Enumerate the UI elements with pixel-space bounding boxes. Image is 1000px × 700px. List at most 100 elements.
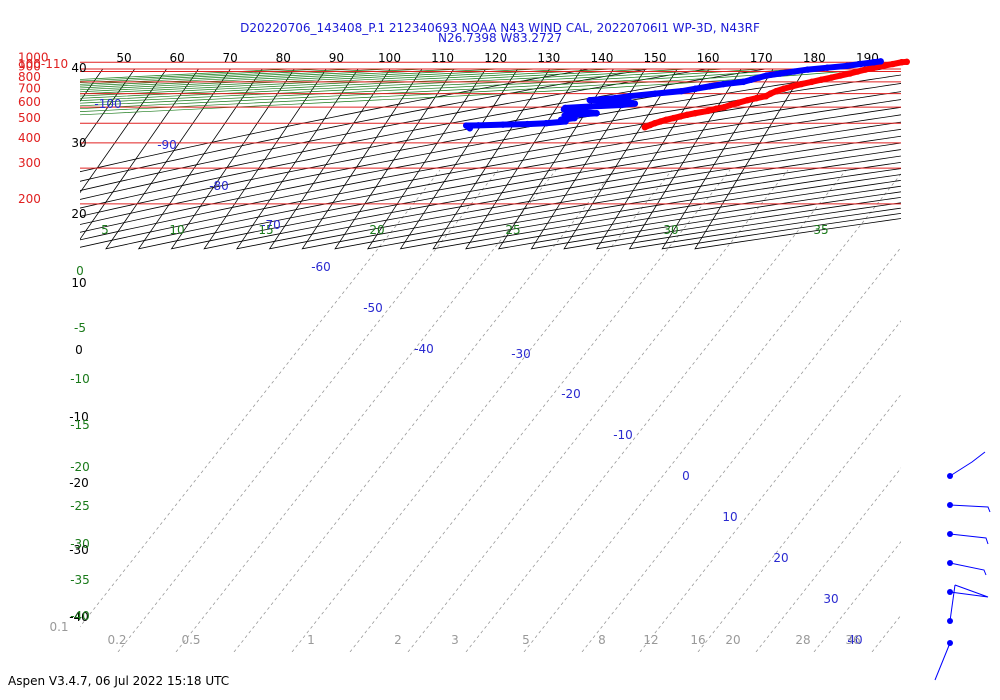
wind-barb-staff (949, 584, 989, 598)
theta-left-label: -30 (69, 543, 89, 557)
dry-adiabat (236, 69, 901, 250)
mixing-ratio-label: 3 (451, 633, 459, 647)
pressure-label: 800 (18, 70, 41, 84)
isotherm-label: 30 (823, 592, 838, 606)
mixing-ratio-line (80, 169, 441, 628)
isotherm-label: -70 (261, 218, 281, 232)
theta-top-label: 110 (431, 51, 454, 65)
isotherm-label: -100 (94, 97, 121, 111)
pressure-label: 400 (18, 131, 41, 145)
mixing-ratio-line (407, 169, 789, 652)
moist-left-label: -25 (70, 499, 90, 513)
dry-adiabat (268, 69, 901, 250)
theta-left-label: 30 (71, 136, 86, 150)
dry-adiabat (366, 69, 901, 250)
dewpoint-segment (626, 90, 659, 100)
mixing-ratio-label: 16 (690, 633, 705, 647)
dewpoint-segment (824, 62, 850, 71)
mixing-ratio-line (349, 169, 731, 652)
isotherm-line (922, 58, 931, 69)
mixing-ratio-line (117, 169, 499, 652)
mixing-ratio-label: 20 (725, 633, 740, 647)
dry-adiabat (80, 69, 901, 241)
dry-adiabat (465, 69, 901, 250)
dewpoint-segment (587, 102, 625, 110)
dry-adiabat (170, 69, 901, 250)
mixing-ratio-line (175, 169, 557, 652)
dry-adiabat (105, 69, 901, 250)
isotherm-label: -50 (363, 301, 383, 315)
dewpoint-segment (562, 103, 594, 111)
footer-text: Aspen V3.4.7, 06 Jul 2022 15:18 UTC (8, 674, 230, 688)
mixing-ratio-line (291, 169, 673, 652)
dewpoint-segment (499, 121, 531, 128)
isotherm-label: -60 (311, 260, 331, 274)
mixing-ratio-line (755, 467, 901, 652)
mixing-ratio-line (871, 614, 901, 652)
theta-top-label: 100 (378, 51, 401, 65)
dewpoint-segment (524, 120, 550, 128)
wind-barb-staff (949, 562, 987, 576)
dewpoint-segment (565, 107, 600, 117)
isotherm-label: -20 (561, 387, 581, 401)
moist-left-label: 0 (76, 264, 84, 278)
dewpoint-segment (871, 58, 884, 66)
theta-top-label: 130 (537, 51, 560, 65)
pressure-label: 300 (18, 156, 41, 170)
theta-left-label: -20 (69, 476, 89, 490)
moist-left-label: -30 (70, 537, 90, 551)
dewpoint-trace (463, 58, 884, 132)
pressure-label: 100-110 (18, 57, 68, 71)
plot-area (80, 58, 1000, 652)
mixing-ratio-line (581, 246, 901, 652)
theta-top-label: 150 (644, 51, 667, 65)
mixing-ratio-label: 0.1 (49, 620, 68, 634)
mixing-ratio-label: 0.5 (181, 633, 200, 647)
wind-barbs (934, 451, 991, 681)
theta-left-label: 20 (71, 207, 86, 221)
isotherm-line (982, 58, 991, 69)
mixing-ratio-line (233, 169, 615, 652)
moist-label: 5 (101, 223, 109, 237)
isotherm-label: 40 (847, 633, 862, 647)
moist-left-label: -35 (70, 573, 90, 587)
theta-left-label: -10 (69, 410, 89, 424)
moist-label: 20 (369, 223, 384, 237)
dry-adiabat (301, 69, 901, 250)
mixing-ratio-label: 28 (795, 633, 810, 647)
mixing-ratio-label: 2 (394, 633, 402, 647)
chart-subtitle: N26.7398 W83.2727 (438, 31, 562, 45)
mixing-ratio-line (697, 393, 901, 652)
pressure-label: 900 (18, 60, 41, 74)
theta-top-label: 120 (484, 51, 507, 65)
mixing-ratio-label: 5 (522, 633, 530, 647)
mixing-ratio-line (523, 173, 901, 652)
isotherm-label: 20 (773, 551, 788, 565)
moist-left-label: -20 (70, 460, 90, 474)
dry-adiabat (334, 69, 901, 250)
pressure-label: 1000 (18, 50, 49, 64)
wind-barb-staff (949, 584, 956, 622)
dewpoint-segment (652, 88, 685, 97)
isotherm-line (262, 69, 263, 70)
mixing-ratio-line (813, 541, 901, 652)
temperature-trace (641, 58, 910, 131)
isotherm-label: 0 (682, 469, 690, 483)
dry-adiabat (80, 69, 901, 248)
dry-adiabat (399, 69, 901, 250)
theta-left-label: 40 (71, 61, 86, 75)
theta-left-label: 0 (75, 343, 83, 357)
moist-left-label: -5 (74, 321, 86, 335)
dewpoint-segment (586, 95, 619, 104)
theta-top-label: 60 (169, 51, 184, 65)
dry-adiabat (628, 69, 901, 250)
mixing-ratio-label: 8 (598, 633, 606, 647)
mixing-ratio-line (930, 170, 1000, 652)
mixing-ratio-label: 1 (307, 633, 315, 647)
dewpoint-segment (475, 121, 506, 129)
mixing-ratio-line (639, 320, 901, 652)
moist-label: 15 (258, 223, 273, 237)
theta-top-label: 80 (276, 51, 291, 65)
theta-top-label: 170 (750, 51, 773, 65)
